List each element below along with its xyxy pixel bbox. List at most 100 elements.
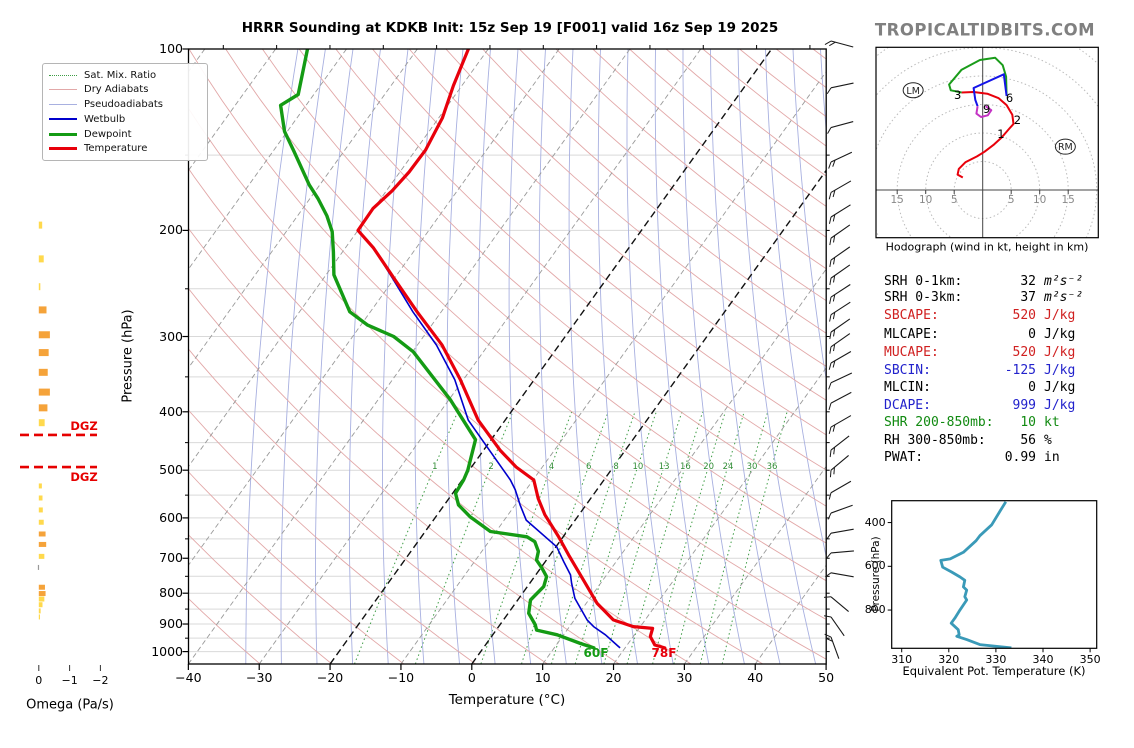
wind-barb-staff bbox=[830, 391, 852, 404]
dry-adiabat-line bbox=[188, 471, 404, 664]
dry-adiabat-line bbox=[188, 534, 332, 664]
wind-barb-feather bbox=[829, 450, 832, 458]
stat-label: DCAPE: bbox=[884, 397, 931, 413]
stat-value: 10 bbox=[1020, 415, 1036, 430]
wind-barb-staff bbox=[830, 435, 850, 451]
surface-dewpoint-label: 60F bbox=[583, 646, 609, 660]
stat-value: 32 bbox=[1020, 273, 1036, 289]
skewt-xlabel: Temperature (°C) bbox=[448, 692, 566, 708]
omega-bar bbox=[38, 331, 50, 339]
wind-barb bbox=[824, 40, 854, 48]
legend-item-dewpoint: Dewpoint bbox=[49, 127, 201, 141]
mixing-ratio-line bbox=[626, 411, 704, 664]
wind-barb bbox=[829, 284, 851, 304]
pressure-tick-label: 1000 bbox=[151, 643, 183, 659]
hodograph-caption: Hodograph (wind in kt, height in km) bbox=[885, 240, 1089, 254]
wind-barb-staff bbox=[830, 351, 852, 364]
wind-barb-staff bbox=[830, 246, 851, 261]
isotherm-line bbox=[258, 49, 702, 664]
wind-barb-feather bbox=[832, 312, 836, 320]
wind-barb-staff bbox=[830, 121, 854, 129]
dry-adiabat-line bbox=[445, 49, 827, 367]
omega-bar bbox=[38, 349, 49, 357]
wind-barb bbox=[829, 264, 851, 286]
omega-bar bbox=[38, 507, 43, 513]
stat-unit: m²s⁻² bbox=[1044, 289, 1084, 305]
wind-barb-staff bbox=[830, 454, 849, 471]
wind-barb-feather bbox=[823, 596, 832, 598]
pseudoadiabat-line bbox=[626, 49, 674, 664]
isotherm-line bbox=[188, 49, 631, 664]
stat-label: MLCAPE: bbox=[884, 326, 939, 342]
pseudoadiabat-line bbox=[348, 49, 381, 664]
stat-unit: J/kg bbox=[1044, 326, 1076, 342]
stat-row-sbcape: SBCAPE: 520 J/kg bbox=[884, 308, 1129, 325]
hodograph-tick-label: 5 bbox=[950, 194, 958, 206]
mixing-ratio-value-label: 36 bbox=[767, 462, 778, 472]
legend-item-dry: Dry Adiabats bbox=[49, 83, 201, 97]
omega-xlabel: Omega (Pa/s) bbox=[26, 697, 114, 713]
dry-adiabat-line bbox=[372, 49, 827, 436]
isotherm-line bbox=[329, 49, 773, 664]
legend-sample-temperature-line bbox=[49, 147, 77, 151]
wind-barb-feather bbox=[832, 294, 836, 302]
theta-e-curve bbox=[939, 501, 1012, 649]
legend-item-pseudo: Pseudoadiabats bbox=[49, 98, 201, 112]
wind-barb-feather bbox=[829, 41, 836, 47]
pseudoadiabat-line bbox=[477, 49, 496, 664]
isotherm-line bbox=[188, 49, 489, 468]
skewt-border bbox=[187, 48, 827, 665]
wind-barb-staff bbox=[830, 151, 853, 163]
stat-unit: in bbox=[1044, 450, 1060, 465]
wind-barb-feather bbox=[826, 532, 832, 540]
dry-adiabat-line bbox=[188, 348, 548, 664]
temperature-tick-label: −10 bbox=[387, 670, 415, 685]
wind-barb-feather bbox=[828, 362, 832, 370]
wind-barb-feather bbox=[832, 424, 836, 432]
stat-unit: J/kg bbox=[1044, 362, 1076, 378]
wind-barb-feather bbox=[828, 426, 832, 434]
dgz-label-upper: DGZ bbox=[70, 419, 98, 433]
omega-bar bbox=[38, 553, 45, 559]
wind-barb-staff bbox=[830, 40, 854, 48]
wind-barb bbox=[829, 224, 851, 246]
hodograph-tick-label: 10 bbox=[919, 194, 933, 206]
mixing-ratio-line bbox=[652, 411, 726, 664]
legend-label: Wetbulb bbox=[84, 113, 126, 125]
omega-tick-label: −1 bbox=[61, 674, 78, 687]
stat-row-rh-300-850mb: RH 300-850mb: 56% bbox=[884, 433, 1129, 450]
stat-label: SRH 0-3km: bbox=[884, 289, 963, 305]
hodograph-height-label: 6 bbox=[1006, 91, 1013, 105]
omega-panel bbox=[20, 221, 101, 671]
temperature-tick-label: −30 bbox=[246, 670, 273, 685]
storm-motion-circle bbox=[1054, 138, 1076, 155]
wind-barb-feather bbox=[829, 470, 832, 478]
pressure-tick-label: 900 bbox=[159, 616, 183, 632]
isotherm-line bbox=[400, 70, 827, 664]
wind-barb-staff bbox=[830, 528, 854, 534]
mixing-ratio-value-label: 4 bbox=[549, 462, 554, 472]
wind-barb-feather bbox=[832, 159, 836, 167]
pressure-tick-label: 500 bbox=[159, 462, 183, 478]
stat-row-shr-200-850mb: SHR 200-850mb: 10 kt bbox=[884, 415, 1129, 432]
wind-barb bbox=[829, 301, 851, 322]
wind-barb-feather bbox=[824, 615, 832, 618]
omega-bar bbox=[38, 596, 45, 602]
hodograph-height-label: 9 bbox=[983, 102, 990, 116]
wind-barb-feather bbox=[826, 87, 832, 95]
stat-unit: J/kg bbox=[1044, 308, 1076, 323]
dry-adiabat-line bbox=[519, 49, 827, 302]
wind-barb-feather bbox=[833, 447, 836, 455]
pressure-tick-label: 800 bbox=[159, 585, 183, 601]
dry-adiabat-line bbox=[188, 409, 476, 664]
pseudoadiabat-line bbox=[654, 49, 710, 664]
hodograph: 12 3 6 9 LM RM bbox=[876, 47, 1099, 238]
wind-barb-feather bbox=[824, 40, 832, 45]
legend-label: Dewpoint bbox=[84, 128, 132, 140]
wind-barb-staff bbox=[830, 596, 849, 612]
wind-barb bbox=[827, 504, 853, 520]
legend-sample-pseudo-line bbox=[49, 104, 77, 106]
stat-row-sbcin: SBCIN: -125 J/kg bbox=[884, 363, 1129, 380]
stat-value: 520 bbox=[1012, 344, 1036, 360]
